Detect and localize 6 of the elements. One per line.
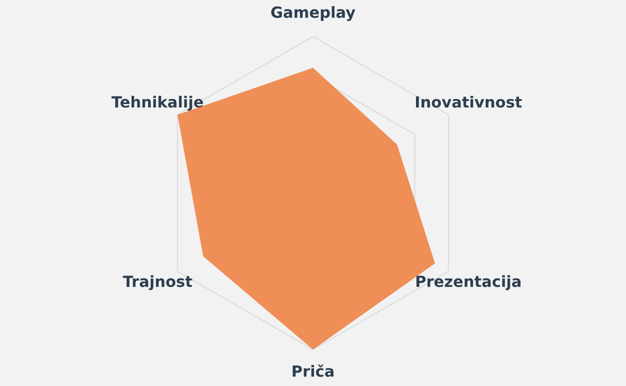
spoke-label: Inovativnost bbox=[416, 96, 522, 108]
spoke-label: Gameplay bbox=[271, 6, 356, 22]
spoke-label: Prezentacija bbox=[416, 275, 521, 290]
spoke-label: Priča bbox=[292, 364, 334, 377]
spoke-label: Tehnikalije bbox=[112, 96, 204, 111]
spoke-label: Trajnost bbox=[122, 275, 192, 290]
